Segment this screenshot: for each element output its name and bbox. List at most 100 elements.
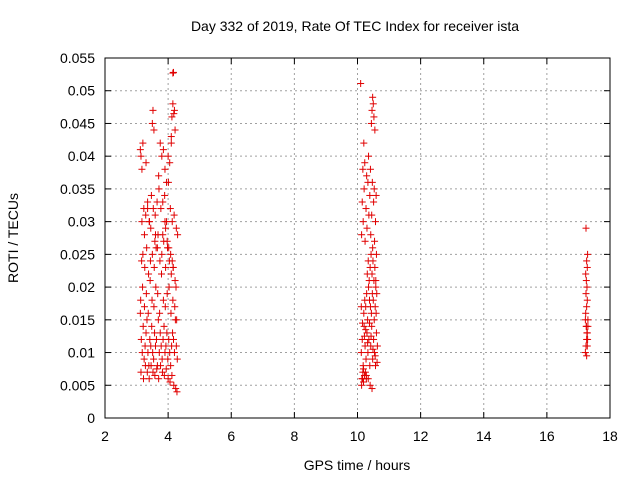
data-point	[144, 205, 152, 213]
data-point	[138, 257, 146, 265]
data-point	[162, 263, 170, 271]
data-point	[137, 335, 145, 343]
data-point	[369, 257, 377, 265]
data-point	[583, 283, 591, 291]
data-point	[170, 106, 178, 114]
data-point	[173, 388, 181, 396]
data-point	[370, 185, 378, 193]
x-tick-label: 12	[413, 428, 429, 444]
data-point	[166, 205, 174, 213]
data-point	[364, 316, 372, 324]
data-point	[142, 159, 150, 167]
data-point	[154, 316, 162, 324]
data-point	[139, 250, 147, 258]
data-point	[153, 244, 161, 252]
data-point	[583, 303, 591, 311]
data-point	[583, 263, 591, 271]
data-point	[362, 355, 370, 363]
y-tick-label: 0.04	[68, 148, 95, 164]
data-point	[167, 133, 175, 141]
data-point	[144, 198, 152, 206]
data-point	[140, 303, 148, 311]
data-point	[371, 237, 379, 245]
data-point	[151, 237, 159, 245]
data-point	[365, 152, 373, 160]
data-point	[362, 371, 370, 379]
data-point	[363, 224, 371, 232]
data-point	[172, 385, 180, 393]
data-point	[171, 303, 179, 311]
data-point	[141, 263, 149, 271]
data-point	[369, 93, 377, 101]
x-tick-label: 4	[164, 428, 172, 444]
data-point	[357, 80, 365, 88]
data-point	[370, 113, 378, 121]
data-point	[360, 322, 368, 330]
data-point	[582, 277, 590, 285]
y-tick-label: 0.01	[68, 345, 95, 361]
axis-ticks	[104, 57, 611, 419]
y-tick-label: 0.035	[60, 181, 95, 197]
data-point	[363, 172, 371, 180]
y-tick-label: 0	[87, 410, 95, 426]
data-point	[157, 270, 165, 278]
data-point	[164, 375, 172, 383]
data-point	[149, 106, 157, 114]
data-point	[170, 211, 178, 219]
data-point	[366, 165, 374, 173]
data-point	[146, 277, 154, 285]
data-point	[358, 198, 366, 206]
data-point	[364, 339, 372, 347]
data-point	[168, 218, 176, 226]
data-point	[362, 205, 370, 213]
data-point	[361, 159, 369, 167]
data-point	[168, 257, 176, 265]
data-point	[166, 378, 174, 386]
data-point	[146, 335, 154, 343]
data-point	[359, 378, 367, 386]
data-point	[372, 277, 380, 285]
x-tick-label: 18	[602, 428, 618, 444]
data-point	[156, 309, 164, 317]
data-point	[584, 250, 592, 258]
data-point	[165, 244, 173, 252]
data-point	[149, 368, 157, 376]
x-tick-label: 8	[290, 428, 298, 444]
data-point	[145, 375, 153, 383]
data-point	[359, 319, 367, 327]
chart-title: Day 332 of 2019, Rate Of TEC Index for r…	[191, 18, 519, 34]
data-point	[147, 191, 155, 199]
y-tick-label: 0.015	[60, 312, 95, 328]
data-point	[371, 352, 379, 360]
y-tick-label: 0.055	[60, 50, 95, 66]
data-point	[582, 270, 590, 278]
data-point	[152, 335, 160, 343]
data-point	[359, 218, 367, 226]
data-point	[372, 309, 380, 317]
y-tick-label: 0.02	[68, 279, 95, 295]
data-point	[373, 290, 381, 298]
data-point	[359, 365, 367, 373]
x-tick-labels: 2 4 6 8 10 12 14 16 18	[101, 428, 618, 444]
data-point	[140, 231, 148, 239]
data-point	[172, 283, 180, 291]
data-point	[155, 375, 163, 383]
data-point	[138, 165, 146, 173]
data-point	[360, 185, 368, 193]
data-point	[171, 126, 179, 134]
data-points	[136, 68, 592, 396]
data-point	[161, 303, 169, 311]
data-point	[366, 191, 374, 199]
data-point	[581, 349, 589, 357]
data-point	[582, 224, 590, 232]
data-point	[369, 244, 377, 252]
data-point	[368, 385, 376, 393]
data-point	[163, 237, 171, 245]
data-point	[137, 152, 145, 160]
data-point	[154, 290, 162, 298]
data-point	[358, 231, 366, 239]
data-point	[360, 139, 368, 147]
data-point	[372, 329, 380, 337]
data-point	[151, 211, 159, 219]
